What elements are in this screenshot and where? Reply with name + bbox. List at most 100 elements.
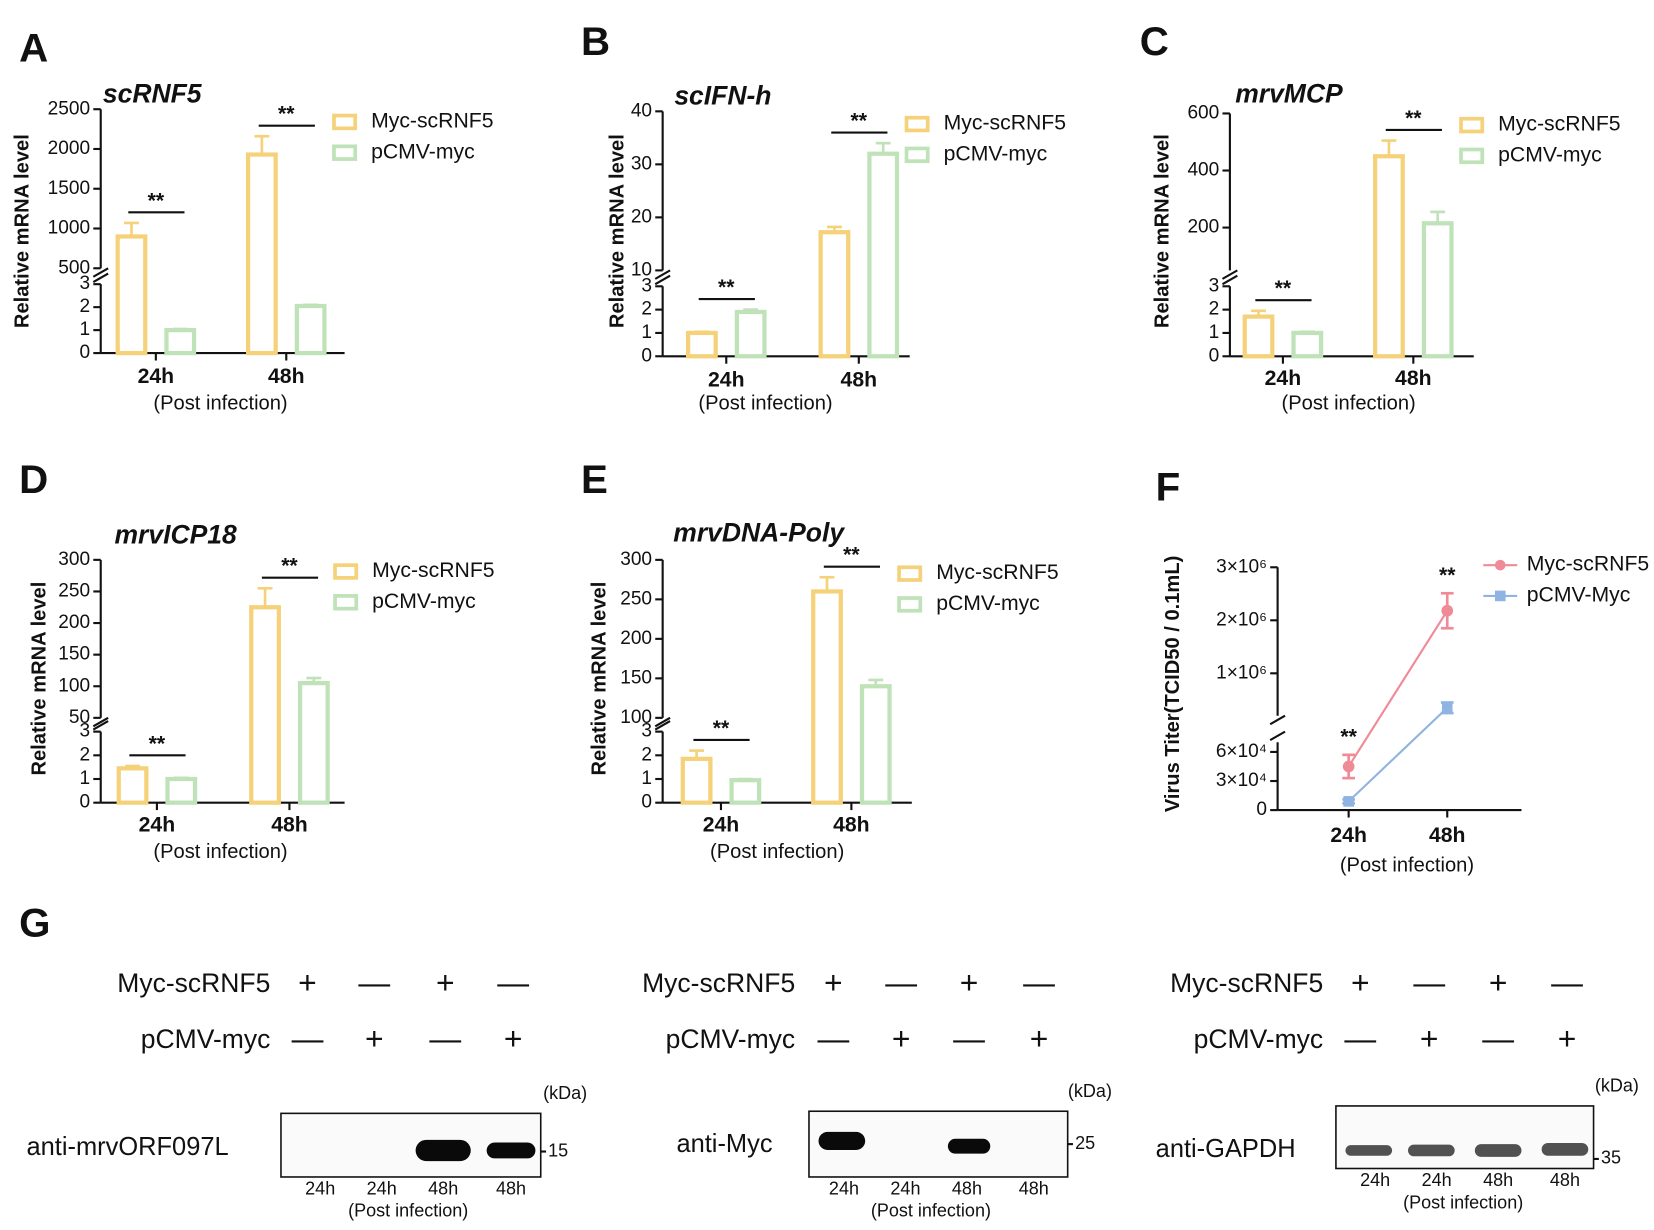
- sign: —: [953, 1021, 985, 1057]
- band: [947, 1138, 991, 1154]
- axis-break: [1221, 274, 1238, 286]
- y-tick-label: 300: [58, 549, 90, 570]
- y-tick-label: 1500: [48, 178, 90, 199]
- bar: [1291, 330, 1324, 359]
- legend-swatch: [904, 146, 930, 164]
- chart-title: mrvDNA-Poly: [673, 517, 845, 547]
- y-tick-label: 20: [631, 206, 652, 227]
- x-axis-label: (Post infection): [153, 841, 287, 863]
- significance-label: **: [1439, 564, 1456, 587]
- lane-label: 48h: [1550, 1170, 1580, 1190]
- point: [1343, 796, 1354, 807]
- legend-label: Myc-scRNF5: [936, 561, 1058, 584]
- axis-break: [92, 720, 109, 731]
- unit-label: (kDa): [1068, 1081, 1112, 1101]
- antibody-label: anti-Myc: [676, 1130, 772, 1158]
- y-tick-label: 1000: [48, 218, 90, 239]
- y-tick-label: 200: [1187, 217, 1219, 238]
- bar: [811, 589, 843, 805]
- x-tick-label: 24h: [708, 368, 745, 391]
- sign: +: [365, 1021, 384, 1057]
- lane-label: 24h: [829, 1178, 859, 1198]
- y-tick-label: 50: [69, 707, 90, 728]
- y-tick-label: 1: [641, 322, 652, 343]
- marker-label: 15: [548, 1140, 568, 1160]
- panel-letter: C: [1140, 19, 1169, 64]
- x-tick-label: 48h: [271, 814, 308, 837]
- sign: —: [1482, 1021, 1514, 1057]
- lane-label: 24h: [890, 1178, 920, 1198]
- significance-label: **: [1405, 107, 1422, 130]
- y-tick-label: 3: [641, 275, 652, 296]
- sign: +: [1030, 1021, 1049, 1057]
- x-tick-label: 24h: [703, 814, 740, 837]
- chart-title: mrvICP18: [115, 520, 238, 550]
- bar: [1242, 314, 1275, 359]
- x-tick-label: 48h: [1429, 824, 1466, 847]
- y-tick-label: 500: [58, 257, 90, 278]
- legend-swatch: [904, 115, 930, 133]
- legend-label: Myc-scRNF5: [372, 559, 494, 582]
- chart-title: scIFN-h: [674, 81, 771, 111]
- y-tick-label: 2: [1209, 299, 1220, 320]
- band: [818, 1131, 866, 1150]
- legend-swatch: [897, 565, 923, 582]
- chart-title: scRNF5: [103, 78, 203, 108]
- antibody-label: anti-GAPDH: [1156, 1135, 1296, 1163]
- sign: —: [1344, 1021, 1376, 1057]
- bar: [859, 684, 892, 805]
- lane-label: 48h: [428, 1178, 458, 1198]
- y-tick-label: 200: [620, 628, 652, 649]
- x-tick-label: 48h: [841, 368, 878, 391]
- axis-break: [654, 716, 671, 728]
- y-tick-label: 250: [58, 581, 90, 602]
- band: [486, 1142, 536, 1159]
- x-tick-label: 24h: [1265, 367, 1302, 390]
- sign: —: [429, 1021, 461, 1057]
- panel-letter: E: [581, 457, 608, 502]
- y-tick-label: 2: [641, 299, 652, 320]
- x-tick-label: 48h: [833, 814, 870, 837]
- sign: —: [358, 964, 390, 1000]
- significance-label: **: [1340, 725, 1357, 748]
- bar: [165, 776, 198, 805]
- y-axis-label: Virus Titer(TCID50 / 0.1mL): [1162, 556, 1184, 813]
- panel-letter: A: [19, 26, 48, 71]
- band: [1541, 1143, 1589, 1156]
- sign: +: [504, 1021, 523, 1057]
- y-tick-label: 1×10⁶: [1216, 662, 1267, 683]
- significance-label: **: [718, 276, 735, 299]
- y-tick-label: 3×10⁴: [1216, 770, 1267, 791]
- significance-label: **: [281, 555, 298, 578]
- y-tick-label: 2: [79, 296, 90, 317]
- axis-break: [1221, 269, 1238, 280]
- y-tick-label: 250: [620, 588, 652, 609]
- axis-break: [654, 274, 671, 286]
- x-tick-label: 24h: [139, 814, 176, 837]
- x-axis-label: (Post infection): [153, 392, 287, 414]
- x-axis-label: (Post infection): [698, 392, 832, 414]
- marker-label: 25: [1075, 1133, 1095, 1153]
- y-tick-label: 3×10⁶: [1216, 556, 1267, 577]
- bar: [115, 234, 148, 356]
- significance-label: **: [149, 732, 166, 755]
- sign: +: [1558, 1021, 1577, 1057]
- y-tick-label: 0: [1209, 345, 1220, 366]
- bar: [116, 766, 149, 805]
- y-tick-label: 2500: [48, 98, 90, 119]
- legend-swatch: [332, 144, 358, 161]
- y-axis-label: Relative mRNA level: [29, 582, 51, 776]
- axis-break: [1269, 730, 1286, 742]
- sign: +: [1351, 964, 1370, 1000]
- y-tick-label: 2000: [48, 138, 90, 159]
- y-tick-label: 3: [79, 721, 90, 742]
- bar: [1373, 154, 1405, 359]
- significance-label: **: [851, 110, 868, 133]
- sign: +: [298, 964, 317, 1000]
- bar: [164, 328, 197, 356]
- series-line: [1347, 707, 1448, 803]
- x-tick-label: 24h: [138, 365, 175, 388]
- legend-swatch: [897, 596, 923, 613]
- y-tick-label: 10: [631, 259, 652, 280]
